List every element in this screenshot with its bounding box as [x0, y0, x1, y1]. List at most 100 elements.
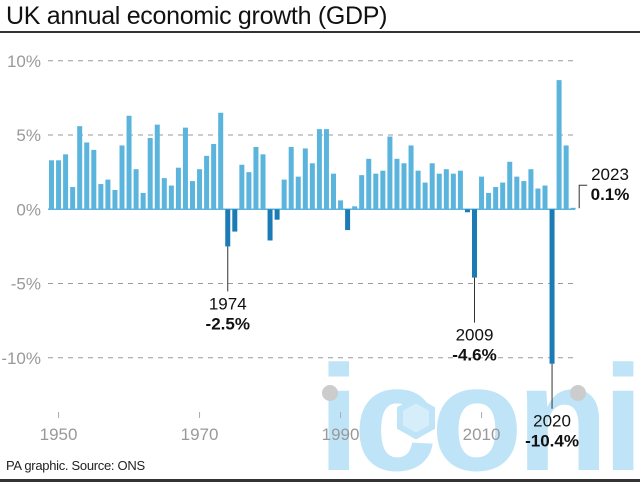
y-tick-label: -10% — [1, 349, 41, 368]
source-note: PA graphic. Source: ONS — [6, 458, 145, 473]
bar-1974 — [225, 209, 231, 247]
bar-1996 — [380, 170, 386, 210]
title-divider — [0, 31, 640, 33]
annotation-leader-2023 — [578, 184, 588, 209]
bar-2015 — [514, 176, 520, 210]
bar-1977 — [246, 172, 252, 210]
bar-1986 — [309, 163, 315, 210]
bar-1964 — [154, 124, 160, 210]
bar-1968 — [182, 127, 188, 210]
bar-2016 — [521, 181, 527, 210]
bar-2001 — [415, 170, 421, 210]
chart-title: UK annual economic growth (GDP) — [6, 2, 388, 30]
bar-1987 — [316, 129, 322, 210]
bar-1958 — [112, 189, 118, 210]
bar-1971 — [204, 155, 210, 210]
bar-1976 — [239, 164, 245, 210]
x-tick-label: 1950 — [40, 425, 78, 444]
bar-1994 — [366, 158, 372, 210]
bar-2014 — [507, 161, 513, 210]
bar-1999 — [401, 163, 407, 210]
bar-2004 — [436, 173, 442, 210]
bar-1959 — [119, 145, 125, 210]
x-tick-label: 2010 — [463, 425, 501, 444]
bar-1966 — [168, 185, 174, 210]
bar-1957 — [105, 179, 111, 210]
annotation-value: -10.4% — [525, 432, 579, 451]
bar-1955 — [91, 149, 97, 210]
bar-1953 — [77, 126, 83, 210]
bar-2022 — [563, 145, 569, 210]
bar-1973 — [218, 112, 224, 210]
bar-1965 — [161, 178, 167, 210]
bar-2008 — [464, 209, 470, 213]
bar-2011 — [486, 192, 492, 210]
watermark-dot-left — [322, 385, 338, 401]
bar-1963 — [147, 138, 153, 210]
bar-1978 — [253, 146, 259, 210]
watermark-dot-right — [570, 385, 586, 401]
bar-2023 — [570, 207, 576, 210]
bar-1952 — [70, 187, 76, 210]
bar-2019 — [542, 185, 548, 210]
bar-1951 — [63, 154, 69, 210]
bar-1984 — [295, 176, 301, 210]
watermark-hexagon-icon — [397, 396, 435, 440]
bar-2006 — [450, 173, 456, 210]
bar-1956 — [98, 184, 104, 210]
bar-1961 — [133, 169, 139, 210]
bar-2007 — [457, 170, 463, 210]
bar-2012 — [493, 187, 499, 210]
bar-1954 — [84, 142, 90, 210]
y-tick-label: 10% — [7, 52, 41, 71]
annotation-year: 2023 — [591, 165, 629, 184]
bar-1960 — [126, 115, 132, 210]
y-tick-label: -5% — [11, 275, 41, 294]
bar-2009 — [472, 209, 477, 278]
bar-1979 — [260, 154, 266, 210]
bar-1950 — [56, 160, 62, 210]
bar-1998 — [394, 158, 400, 210]
x-tick-label: 1970 — [181, 425, 219, 444]
annotation-value: -4.6% — [452, 346, 496, 365]
bar-2003 — [429, 163, 435, 210]
bar-1969 — [190, 181, 195, 210]
bar-2021 — [556, 80, 562, 210]
annotation-year: 2009 — [456, 326, 494, 345]
bar-2000 — [408, 145, 414, 210]
bar-1967 — [175, 167, 181, 210]
annotation-year: 2020 — [533, 412, 571, 431]
x-tick-label: 1990 — [322, 425, 360, 444]
bar-1983 — [288, 146, 294, 210]
bar-1972 — [211, 143, 217, 210]
bar-2013 — [500, 182, 506, 210]
bar-1989 — [331, 173, 336, 210]
bar-1962 — [140, 192, 146, 210]
watermark-text: iconic — [318, 334, 640, 482]
bar-1992 — [352, 206, 358, 210]
bar-2018 — [535, 188, 541, 210]
bar-1997 — [387, 136, 393, 210]
bar-1988 — [323, 129, 329, 210]
y-tick-label: 0% — [16, 200, 41, 219]
bar-1981 — [274, 209, 280, 220]
bar-2020 — [549, 209, 555, 364]
annotation-value: -2.5% — [206, 314, 250, 333]
footer-divider — [0, 479, 640, 482]
bar-1995 — [373, 173, 379, 210]
bar-2002 — [422, 182, 428, 210]
bar-1970 — [197, 169, 203, 210]
bar-1993 — [359, 175, 365, 210]
bar-2017 — [528, 169, 534, 210]
bar-1975 — [232, 209, 238, 232]
bar-1985 — [302, 148, 308, 210]
bar-2010 — [479, 176, 485, 210]
bar-1982 — [281, 179, 287, 210]
annotation-value: 0.1% — [591, 185, 630, 204]
annotation-year: 1974 — [209, 294, 247, 313]
y-tick-label: 5% — [16, 126, 41, 145]
bar-1990 — [338, 200, 344, 210]
bar-1949 — [49, 160, 54, 210]
bar-1991 — [345, 209, 351, 231]
